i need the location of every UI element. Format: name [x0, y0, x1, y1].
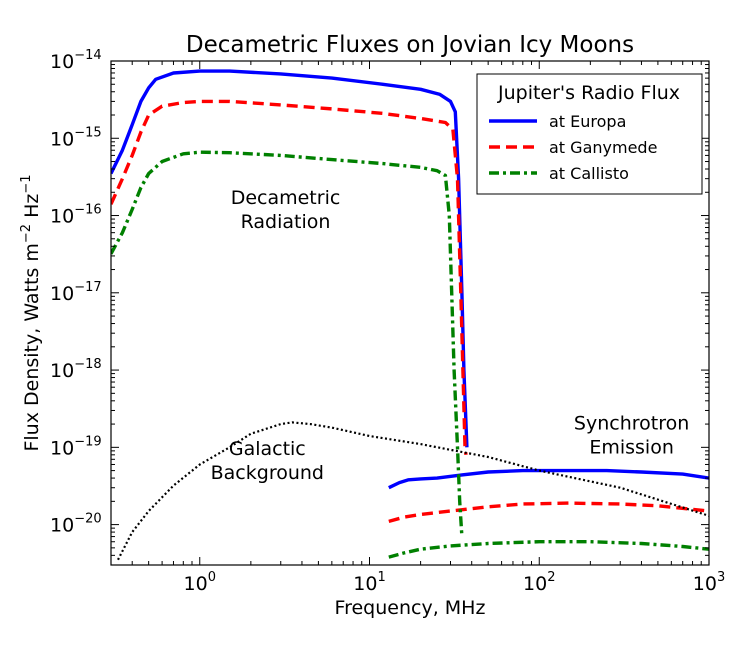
- x-tick-label: 103: [693, 570, 725, 595]
- x-tick-base: 10: [353, 573, 377, 595]
- y-tick-exp: −18: [74, 357, 101, 372]
- y-tick-base: 10: [50, 283, 74, 305]
- x-tick-base: 10: [184, 573, 208, 595]
- y-tick-exp: −20: [74, 512, 101, 527]
- legend-label: at Callisto: [549, 164, 629, 183]
- y-tick-base: 10: [50, 51, 74, 73]
- y-tick-base: 10: [50, 437, 74, 459]
- annotation-1-line: Galactic: [229, 438, 306, 460]
- y-tick-base: 10: [50, 128, 74, 150]
- legend-title: Jupiter's Radio Flux: [497, 82, 680, 104]
- annotation-0-line: Decametric: [231, 187, 341, 209]
- annotation-1-line: Background: [211, 462, 324, 484]
- series-line-1-segment-1: [388, 501, 709, 524]
- y-tick-label: 10−17: [50, 280, 102, 305]
- y-tick-label: 10−14: [50, 48, 102, 73]
- y-tick-exp: −15: [74, 125, 101, 140]
- y-tick-label: 10−20: [50, 512, 102, 537]
- x-tick-base: 10: [523, 573, 547, 595]
- x-tick-label: 100: [184, 570, 216, 595]
- y-tick-label: 10−19: [50, 434, 102, 459]
- series-line-0-segment-1: [388, 468, 709, 490]
- series-line-3-segment-0: [117, 421, 709, 561]
- y-axis-label: Flux Density, Watts m−2 Hz−1: [19, 174, 43, 451]
- x-tick-exp: 1: [377, 570, 385, 585]
- y-tick-base: 10: [50, 515, 74, 537]
- x-tick-label: 102: [523, 570, 555, 595]
- y-axis-label-main: Flux Density, Watts m: [21, 243, 43, 451]
- y-tick-base: 10: [50, 206, 74, 228]
- y-tick-base: 10: [50, 360, 74, 382]
- annotation-0-line: Radiation: [241, 211, 331, 233]
- legend-entries: at Europa at Ganymede at Callisto: [489, 112, 657, 183]
- x-tick-base: 10: [693, 573, 717, 595]
- series-line-1-segment-0: [111, 99, 468, 456]
- y-tick-exp: −14: [74, 48, 101, 63]
- y-axis-label-mid: Hz: [21, 194, 43, 224]
- y-axis-label-sup1: −2: [19, 224, 34, 243]
- y-tick-exp: −19: [74, 434, 101, 449]
- chart-title: Decametric Fluxes on Jovian Icy Moons: [186, 32, 634, 58]
- y-axis-label-sup2: −1: [19, 174, 34, 193]
- x-tick-exp: 0: [208, 570, 216, 585]
- x-tick-exp: 3: [717, 570, 725, 585]
- annotation-2-line: Emission: [589, 437, 674, 459]
- legend: Jupiter's Radio Flux at Europa at Ganymed…: [476, 73, 703, 195]
- y-tick-exp: −17: [74, 280, 101, 295]
- plot-border: [110, 60, 710, 566]
- y-tick-label: 10−16: [50, 203, 102, 228]
- y-tick-exp: −16: [74, 203, 101, 218]
- x-axis-label: Frequency, MHz: [335, 597, 486, 619]
- annotation-2-line: Synchrotron: [574, 413, 689, 435]
- legend-label: at Europa: [549, 112, 626, 131]
- series-line-2-segment-1: [388, 540, 709, 559]
- legend-label: at Ganymede: [549, 138, 657, 157]
- x-tick-exp: 2: [547, 570, 555, 585]
- series-layer: [111, 69, 709, 561]
- x-tick-label: 101: [353, 570, 385, 595]
- y-tick-label: 10−15: [50, 125, 102, 150]
- tick-layer: 100 101 102 10310−2010−1910−1810−1710−1610−…: [50, 48, 725, 595]
- y-tick-label: 10−18: [50, 357, 102, 382]
- series-line-2-segment-0: [111, 150, 464, 537]
